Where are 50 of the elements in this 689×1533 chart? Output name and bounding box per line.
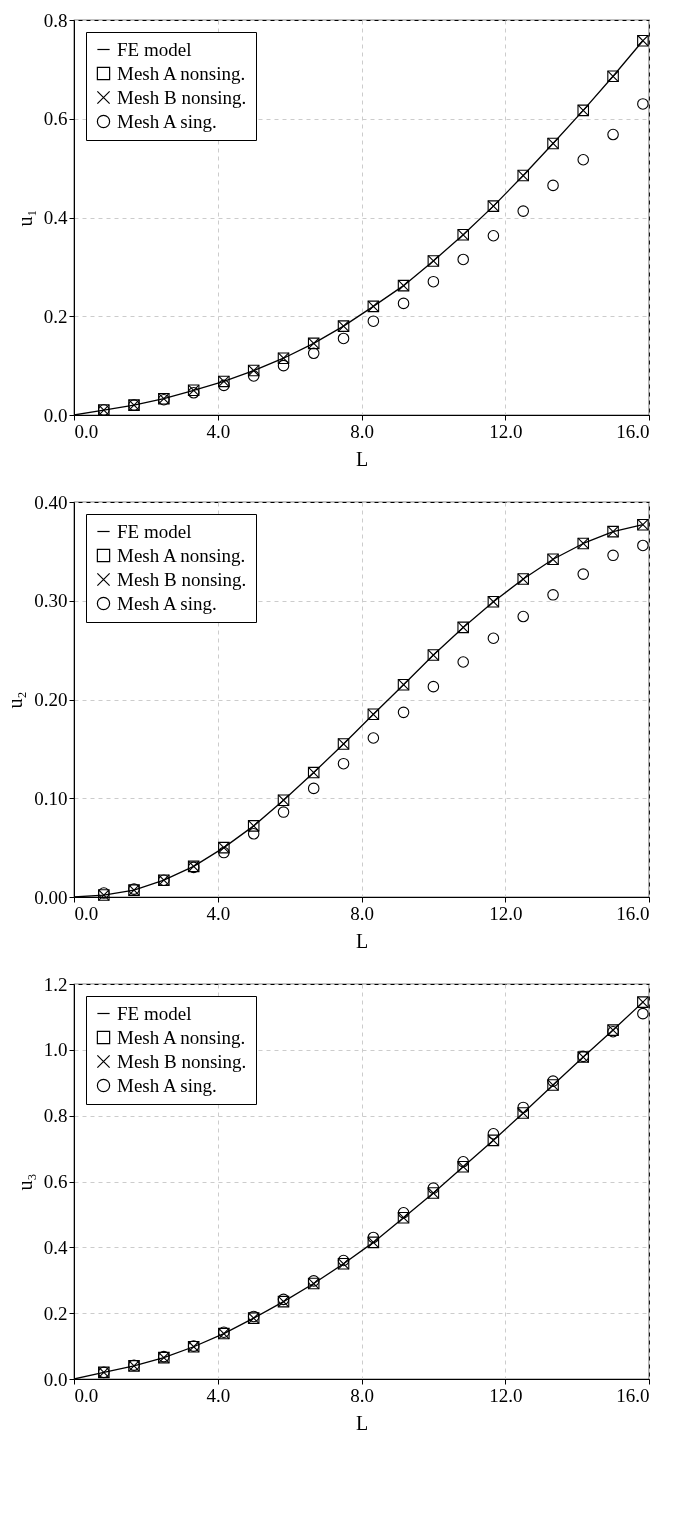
legend-label: Mesh B nonsing. [117,1050,247,1072]
legend-label: Mesh A nonsing. [117,62,246,84]
y-tick-label: 0.2 [43,1302,68,1324]
y-tick-label: 1.0 [43,1039,68,1061]
legend-label: Mesh A nonsing. [117,1026,246,1048]
legend-label: FE model [117,1002,192,1024]
y-tick-label: 0.20 [34,689,68,710]
x-tick-label: 16.0 [616,902,650,924]
x-tick-label: 16.0 [616,1384,650,1406]
y-tick-label: 0.30 [34,590,68,612]
legend-label: FE model [117,38,192,60]
y-axis-title: u₁ [13,209,36,227]
legend-label: FE model [117,520,192,542]
legend-label: Mesh A sing. [117,1074,217,1096]
y-tick-label: 1.2 [43,973,68,995]
y-tick-label: 0.00 [34,886,68,908]
x-tick-label: 4.0 [206,1384,231,1406]
x-axis-title: L [355,1411,369,1434]
x-tick-label: 0.0 [74,420,99,442]
y-tick-label: 0.10 [34,787,68,809]
x-tick-label: 12.0 [489,420,523,442]
y-tick-label: 0.4 [43,1236,68,1258]
x-tick-label: 12.0 [489,1384,523,1406]
legend-label: Mesh A sing. [117,110,217,132]
x-tick-label: 0.0 [74,1384,99,1406]
x-tick-label: 8.0 [350,420,374,442]
y-tick-label: 0.6 [43,108,68,130]
legend-label: Mesh A sing. [117,592,217,614]
x-tick-label: 16.0 [616,420,650,442]
x-tick-label: 4.0 [206,420,231,442]
x-tick-label: 0.0 [74,902,99,924]
x-tick-label: 12.0 [489,902,523,924]
x-tick-label: 8.0 [350,902,374,924]
legend-label: Mesh B nonsing. [117,86,247,108]
x-axis-title: L [355,929,369,952]
legend-label: Mesh A nonsing. [117,544,246,566]
y-tick-label: 0.8 [43,1105,68,1127]
x-axis-title: L [355,447,369,470]
y-tick-label: 0.6 [43,1171,68,1192]
y-tick-label: 0.4 [43,207,68,228]
y-tick-label: 0.2 [43,305,68,327]
x-tick-label: 8.0 [350,1384,374,1406]
legend-label: Mesh B nonsing. [117,568,247,590]
y-tick-label: 0.8 [43,9,68,31]
y-tick-label: 0.0 [43,404,68,426]
y-tick-label: 0.40 [34,491,68,513]
x-tick-label: 4.0 [206,902,231,924]
y-axis-title: u₂ [4,691,27,709]
y-tick-label: 0.0 [43,1368,68,1390]
y-axis-title: u₃ [13,1173,36,1191]
